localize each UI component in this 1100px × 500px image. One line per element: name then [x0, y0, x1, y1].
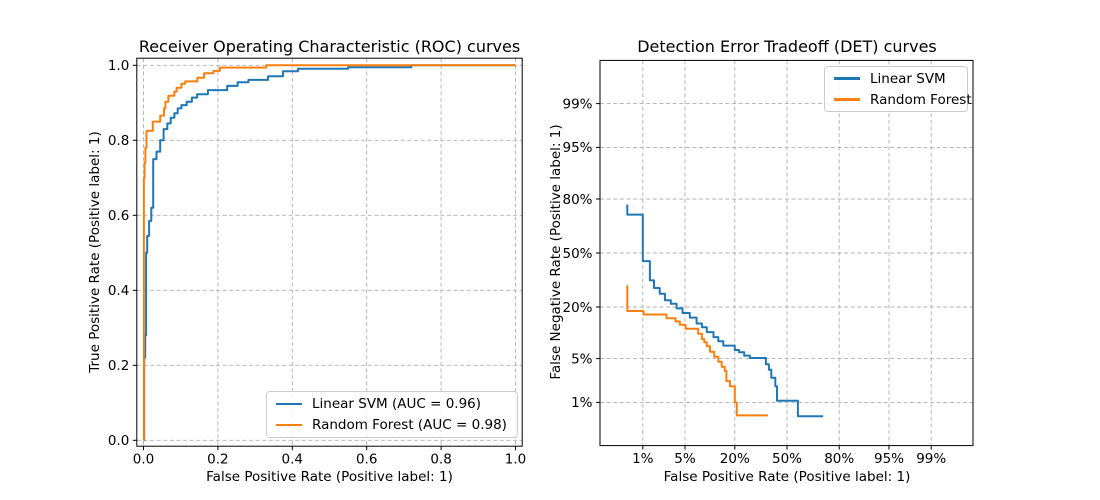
- roc-xtick-label: 1.0: [505, 452, 526, 468]
- roc-ytick-label: 0.8: [108, 133, 129, 149]
- det-curve-random-forest: [626, 285, 768, 417]
- det-ytick-label: 20%: [562, 300, 592, 316]
- roc-title: Receiver Operating Characteristic (ROC) …: [138, 37, 521, 56]
- roc-curve-linear-svm-auc: [143, 64, 516, 442]
- legend-label: Linear SVM (AUC = 0.96): [312, 396, 482, 412]
- det-title: Detection Error Tradeoff (DET) curves: [637, 37, 937, 56]
- roc-ytick-label: 0.0: [108, 433, 129, 449]
- legend-entry-random-forest: Random Forest: [834, 92, 972, 108]
- roc-xtick-label: 0.4: [282, 452, 303, 468]
- roc-ytick-label: 0.6: [108, 208, 129, 224]
- random-forest-line-swatch: [834, 98, 860, 101]
- det-xtick-label: 50%: [772, 451, 802, 467]
- det-ylabel: False Negative Rate (Positive label: 1): [548, 124, 564, 380]
- det-ytick-label: 50%: [562, 246, 592, 262]
- det-legend: Linear SVM Random Forest: [824, 66, 972, 112]
- det-xtick-label: 20%: [720, 451, 750, 467]
- roc-curve-random-forest-auc: [142, 64, 516, 442]
- roc-xtick-label: 0.6: [356, 452, 377, 468]
- roc-xlabel: False Positive Rate (Positive label: 1): [206, 469, 453, 485]
- legend-label: Random Forest: [870, 91, 972, 108]
- det-xtick-label: 80%: [824, 451, 854, 467]
- roc-xtick-label: 0.8: [430, 452, 451, 468]
- legend-entry-random-forest: Random Forest (AUC = 0.98): [276, 417, 508, 433]
- roc-ytick-label: 0.2: [108, 358, 129, 374]
- legend-label: Random Forest (AUC = 0.98): [312, 417, 507, 433]
- det-ytick-label: 80%: [562, 192, 592, 208]
- roc-ytick-label: 1.0: [108, 58, 129, 74]
- det-xtick-label: 95%: [874, 451, 904, 467]
- random-forest-line-swatch: [276, 423, 302, 427]
- roc-ytick-label: 0.4: [108, 283, 129, 299]
- legend-label: Linear SVM: [870, 70, 946, 87]
- det-ytick-label: 95%: [562, 140, 592, 156]
- det-xtick-label: 1%: [632, 451, 654, 467]
- roc-xtick-label: 0.0: [133, 452, 154, 468]
- det-ytick-label: 1%: [571, 395, 593, 411]
- roc-axes-frame: [136, 57, 523, 447]
- det-xtick-label: 99%: [916, 451, 946, 467]
- legend-entry-linear-svm: Linear SVM (AUC = 0.96): [276, 396, 508, 412]
- legend-entry-linear-svm: Linear SVM: [834, 71, 958, 87]
- det-xtick-label: 5%: [674, 451, 696, 467]
- roc-legend: Linear SVM (AUC = 0.96) Random Forest (A…: [266, 391, 518, 438]
- roc-xtick-label: 0.2: [207, 452, 228, 468]
- linear-svm-line-swatch: [834, 77, 860, 80]
- det-ytick-label: 5%: [571, 351, 593, 367]
- det-xlabel: False Positive Rate (Positive label: 1): [663, 469, 911, 485]
- det-curve-linear-svm: [626, 204, 824, 418]
- roc-ylabel: True Positive Rate (Positive label: 1): [87, 131, 103, 373]
- linear-svm-line-swatch: [276, 402, 302, 406]
- det-ytick-label: 99%: [562, 96, 592, 112]
